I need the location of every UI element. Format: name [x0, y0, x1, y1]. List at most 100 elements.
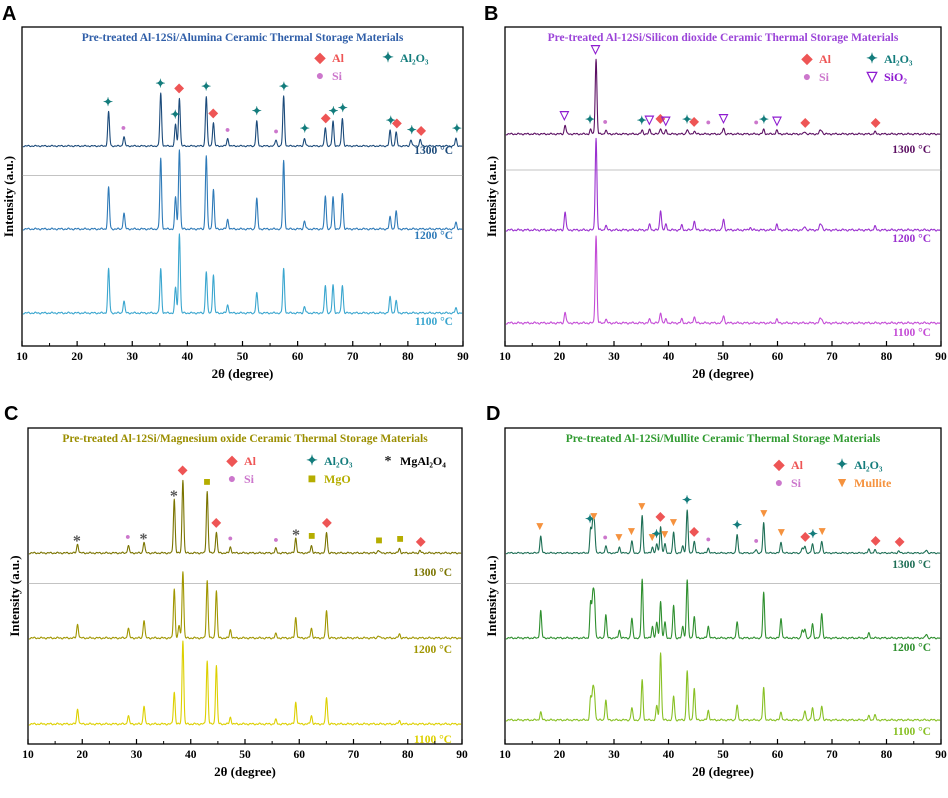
x-tick-label: 50	[717, 351, 729, 363]
phase-marker: ✦	[682, 493, 692, 507]
xrd-pattern-2	[28, 640, 462, 726]
xrd-pattern-0	[28, 479, 462, 555]
x-tick-label: 60	[292, 351, 304, 363]
panel-c: C Pre-treated Al-12Si/Magnesium oxide Cer…	[4, 403, 468, 779]
phase-marker: ●	[603, 532, 608, 542]
phase-marker: ◆	[208, 105, 219, 119]
phase-marker: ◆	[800, 529, 811, 543]
phase-marker: ▽	[771, 113, 782, 127]
xrd-pattern-1	[505, 137, 941, 232]
x-tick-label: 40	[663, 749, 675, 761]
legend-label: Si	[791, 476, 802, 490]
phase-marker: ▼	[646, 530, 658, 544]
x-tick-label: 90	[935, 749, 947, 761]
phase-marker: ●	[125, 532, 130, 542]
phase-marker: ◆	[655, 111, 666, 125]
phase-marker: ✦	[732, 518, 742, 532]
legend-symbol: ◆	[226, 454, 239, 469]
x-tick-label: 70	[347, 351, 359, 363]
phase-marker: ✦	[170, 107, 180, 121]
legend-symbol: ●	[803, 70, 811, 85]
legend-label: Al	[791, 458, 804, 472]
x-tick-label: 60	[772, 749, 784, 761]
x-tick-label: 20	[554, 749, 566, 761]
phase-marker: ◆	[688, 524, 699, 538]
series-temperature-label: 1100 °C	[415, 316, 453, 328]
phase-marker: ◆	[321, 515, 332, 529]
phase-marker: ◆	[870, 115, 881, 129]
series-temperature-label: 1200 °C	[892, 642, 931, 654]
phase-marker: ▼	[534, 519, 546, 533]
legend-label: Mullite	[854, 476, 892, 490]
phase-marker: ◆	[320, 110, 331, 124]
phase-marker: ◆	[177, 463, 188, 477]
x-tick-label: 90	[456, 749, 468, 761]
phase-marker: ◆	[894, 534, 905, 548]
phase-marker: ✦	[338, 101, 348, 115]
legend-label: Si	[819, 70, 830, 84]
phase-marker: *	[170, 488, 178, 505]
phase-marker: ●	[706, 534, 711, 544]
x-tick-label: 30	[608, 351, 620, 363]
x-tick-label: 80	[402, 749, 414, 761]
panel-b: B Pre-treated Al-12Si/Silicon dioxide Cer…	[484, 3, 947, 381]
phase-marker: ▽	[559, 108, 570, 122]
chart-title: Pre-treated Al-12Si/Mullite Ceramic Ther…	[566, 433, 881, 445]
phase-marker: ▽	[644, 113, 655, 127]
xrd-pattern-0	[505, 509, 941, 555]
phase-marker: ●	[121, 123, 126, 133]
legend-label: Al	[819, 52, 832, 66]
panel-label: C	[4, 403, 18, 425]
series-temperature-label: 1300 °C	[892, 144, 931, 156]
phase-marker: ✦	[759, 113, 769, 127]
phase-marker: ◆	[655, 509, 666, 523]
x-tick-label: 70	[826, 351, 838, 363]
phase-marker: ■	[397, 532, 404, 546]
phase-marker: ●	[706, 117, 711, 127]
legend-label: MgAl₂O₄	[400, 454, 446, 468]
series-temperature-label: 1300 °C	[892, 559, 931, 571]
phase-marker: ◆	[211, 515, 222, 529]
series-temperature-label: 1200 °C	[413, 644, 452, 656]
phase-marker: ✦	[300, 122, 310, 136]
phase-marker: ✦	[103, 95, 113, 109]
xrd-pattern-0	[505, 58, 941, 136]
x-tick-label: 80	[402, 351, 414, 363]
chart-title: Pre-treated Al-12Si/Alumina Ceramic Ther…	[82, 32, 404, 44]
x-tick-label: 20	[77, 749, 89, 761]
x-tick-label: 10	[22, 749, 34, 761]
y-axis-label: Intensity (a.u.)	[7, 555, 22, 636]
phase-marker: ▼	[816, 524, 828, 538]
x-tick-label: 20	[71, 351, 83, 363]
legend-symbol: ◆	[314, 51, 327, 66]
x-tick-label: 20	[554, 351, 566, 363]
phase-marker: ▼	[625, 524, 637, 538]
y-axis-label: Intensity (a.u.)	[484, 555, 499, 636]
phase-marker: ◆	[800, 115, 811, 129]
phase-marker: ▼	[588, 509, 600, 523]
legend-label: MgO	[324, 472, 351, 486]
phase-marker: ◆	[415, 123, 426, 137]
x-tick-label: 50	[717, 749, 729, 761]
series-temperature-label: 1200 °C	[414, 230, 453, 242]
phase-marker: ●	[754, 535, 759, 545]
legend-label: Al	[244, 454, 257, 468]
series-temperature-label: 1100 °C	[893, 726, 931, 738]
phase-marker: ▽	[718, 111, 729, 125]
legend-label: Si	[332, 69, 343, 83]
legend-label: Si	[244, 472, 255, 486]
phase-marker: ✦	[637, 113, 647, 127]
phase-marker: ▼	[758, 506, 770, 520]
legend-label: Al₂O₃	[854, 458, 883, 472]
xrd-pattern-1	[22, 149, 463, 231]
x-axis-label: 2θ (degree)	[212, 366, 274, 381]
x-tick-label: 60	[294, 749, 306, 761]
panel-d: D Pre-treated Al-12Si/Mullite Ceramic The…	[484, 403, 947, 779]
chart-title: Pre-treated Al-12Si/Silicon dioxide Cera…	[548, 32, 899, 44]
phase-marker: ■	[203, 475, 210, 489]
x-tick-label: 40	[185, 749, 197, 761]
xrd-pattern-2	[505, 652, 941, 722]
phase-marker: ▼	[613, 530, 625, 544]
legend-label: Al₂O₃	[324, 454, 353, 468]
